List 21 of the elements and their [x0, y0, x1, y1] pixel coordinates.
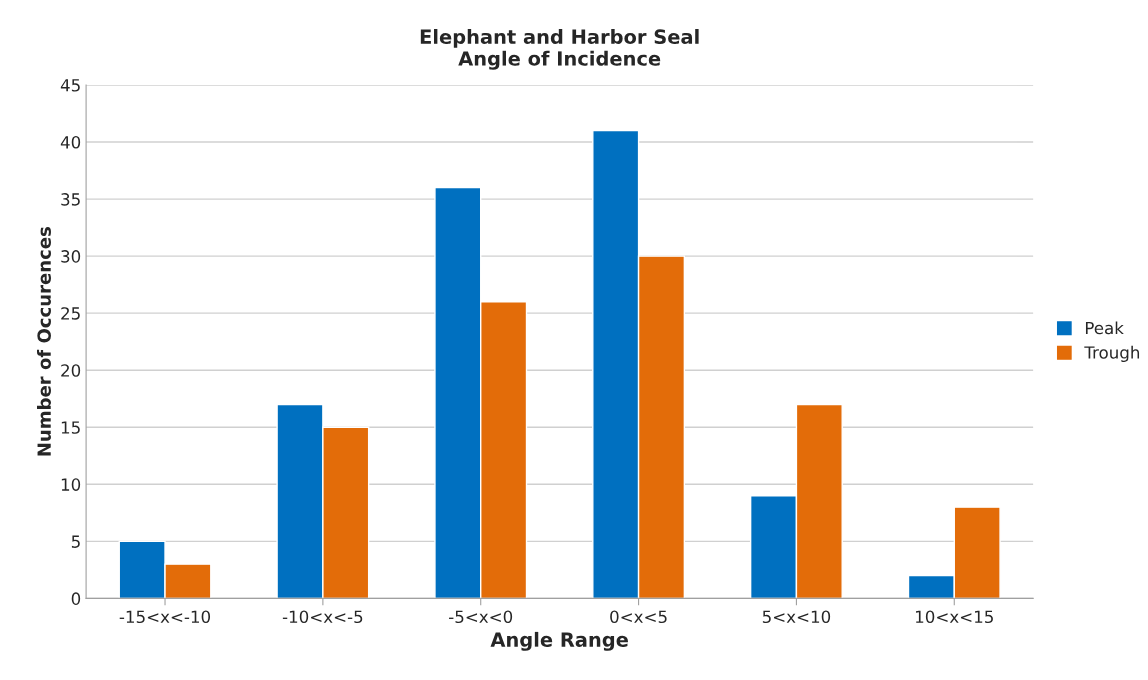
- y-tick-label: 15: [61, 421, 80, 434]
- x-tick-label: -5<x<0: [449, 610, 513, 624]
- y-tick-label: 20: [61, 364, 81, 377]
- x-axis-title: Angle Range: [490, 631, 628, 651]
- legend-label: Peak: [1085, 321, 1124, 335]
- x-tick-label: 0<x<5: [610, 610, 667, 624]
- y-tick-label: 10: [61, 478, 81, 491]
- y-tick-label: 40: [60, 136, 81, 149]
- x-tick-label: 10<x<15: [916, 610, 993, 624]
- y-tick-label: 35: [61, 193, 80, 206]
- chart-title: Elephant and Harbor Seal Angle of Incidence: [420, 29, 699, 70]
- y-tick-label: 5: [71, 535, 80, 548]
- y-tick-label: 0: [71, 592, 81, 605]
- y-tick-label: 45: [60, 79, 80, 92]
- x-tick-label: 5<x<10: [762, 610, 831, 624]
- y-tick-label: 25: [61, 307, 80, 320]
- y-axis-title: Number of Occurences: [37, 227, 51, 456]
- x-tick-label: -10<x<-5: [282, 610, 363, 624]
- legend-label: Trough: [1084, 345, 1140, 362]
- y-tick-label: 30: [61, 250, 81, 263]
- x-tick-label: -15<x<-10: [119, 610, 211, 624]
